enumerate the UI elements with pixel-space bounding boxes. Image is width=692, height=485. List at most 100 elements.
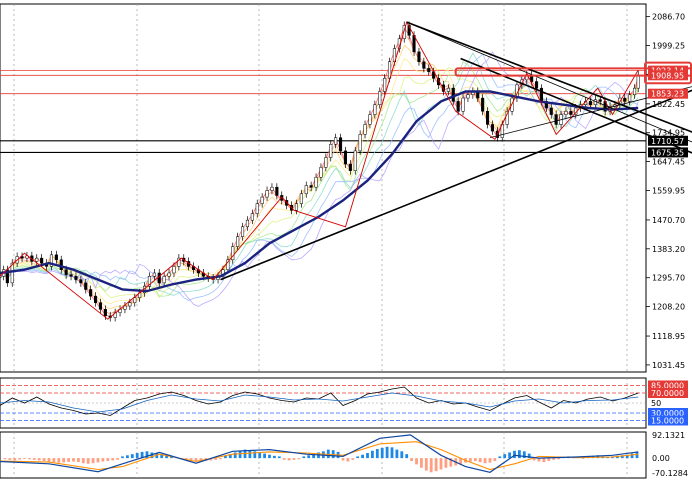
candle-body — [457, 101, 460, 111]
macd-histogram-bar — [513, 451, 516, 458]
macd-histogram-bar — [410, 458, 413, 461]
macd-histogram-bar — [474, 458, 477, 461]
macd-histogram-bar — [102, 458, 105, 461]
price-box-label: 1675.35 — [651, 148, 684, 157]
macd-histogram-bar — [381, 448, 384, 458]
macd-histogram-bar — [258, 452, 261, 458]
macd-histogram-bar — [400, 451, 403, 458]
candle-body — [423, 62, 426, 69]
candle-body — [339, 138, 342, 151]
macd-histogram-bar — [28, 458, 31, 459]
candle-body — [486, 111, 489, 124]
price-box-label: 1710.57 — [651, 137, 684, 146]
macd-histogram-bar — [302, 456, 305, 458]
macd-histogram-bar — [498, 456, 501, 458]
candle-body — [462, 98, 465, 111]
candle-body — [589, 101, 592, 104]
macd-histogram-bar — [48, 458, 51, 461]
candle-body — [84, 283, 87, 290]
candle-body — [251, 214, 254, 221]
candle-body — [75, 276, 78, 279]
candle-body — [236, 237, 239, 247]
candle-body — [65, 270, 68, 275]
macd-histogram-bar — [405, 454, 408, 458]
candle-body — [628, 95, 631, 102]
candle-body — [158, 273, 161, 283]
rsi-axis-label: 15.0000 — [651, 417, 684, 426]
candle-body — [320, 167, 323, 177]
macd-histogram-bar — [57, 458, 60, 463]
price-axis-label: 1383.20 — [652, 245, 685, 254]
macd-histogram-bar — [298, 458, 301, 459]
macd-histogram-bar — [106, 458, 109, 461]
candle-body — [315, 177, 318, 187]
macd-histogram-bar — [131, 454, 134, 458]
macd-histogram-bar — [371, 451, 374, 458]
price-axis-label: 1208.20 — [652, 303, 685, 312]
macd-histogram-bar — [283, 458, 286, 460]
macd-histogram-bar — [479, 458, 482, 462]
macd-histogram-bar — [425, 458, 428, 470]
macd-histogram-bar — [195, 458, 198, 461]
candle-body — [540, 88, 543, 101]
macd-histogram-bar — [543, 458, 546, 462]
price-box-label: 1908.95 — [651, 71, 684, 80]
macd-histogram-bar — [82, 458, 85, 463]
macd-histogram-bar — [53, 458, 56, 462]
macd-axis-label: 0.00 — [652, 454, 670, 463]
candle-body — [418, 52, 421, 62]
candle-body — [359, 134, 362, 151]
price-box-label: 1853.23 — [651, 90, 684, 99]
macd-histogram-bar — [351, 458, 354, 460]
candle-body — [364, 124, 367, 134]
macd-histogram-bar — [214, 458, 217, 460]
macd-histogram-bar — [111, 458, 114, 460]
macd-histogram-bar — [72, 458, 75, 461]
candle-body — [89, 289, 92, 296]
macd-histogram-bar — [582, 458, 585, 459]
rsi-axis-label: 70.0000 — [651, 389, 684, 398]
candle-body — [124, 306, 127, 309]
macd-histogram-bar — [430, 458, 433, 472]
candle-body — [594, 100, 597, 105]
candle-body — [325, 157, 328, 167]
candle-body — [163, 276, 166, 283]
macd-histogram-bar — [43, 458, 46, 461]
candle-body — [173, 266, 176, 273]
candle-body — [300, 194, 303, 204]
macd-histogram-bar — [552, 458, 555, 460]
macd-histogram-bar — [489, 458, 492, 463]
macd-histogram-bar — [435, 458, 438, 471]
macd-histogram-bar — [8, 458, 11, 460]
macd-histogram-bar — [386, 447, 389, 458]
candle-body — [329, 144, 332, 157]
macd-histogram-bar — [13, 458, 16, 460]
candle-body — [383, 78, 386, 91]
candle-body — [447, 88, 450, 91]
candle-body — [570, 111, 573, 114]
rsi-axis-label: 50 — [651, 399, 661, 408]
macd-histogram-bar — [121, 456, 124, 458]
macd-histogram-bar — [366, 453, 369, 458]
macd-histogram-bar — [356, 456, 359, 458]
macd-histogram-bar — [420, 458, 423, 468]
candle-body — [168, 273, 171, 276]
macd-histogram-bar — [239, 451, 242, 458]
candle-body — [256, 204, 259, 214]
candle-body — [427, 68, 430, 71]
macd-histogram-bar — [342, 458, 345, 460]
candle-body — [241, 227, 244, 237]
candle-body — [261, 197, 264, 204]
candle-body — [266, 190, 269, 197]
macd-histogram-bar — [547, 458, 550, 461]
macd-histogram-bar — [307, 455, 310, 458]
macd-histogram-bar — [87, 458, 90, 464]
candle-body — [276, 187, 279, 195]
macd-histogram-bar — [97, 458, 100, 462]
candle-body — [55, 255, 58, 260]
candle-body — [378, 91, 381, 104]
macd-histogram-bar — [503, 454, 506, 458]
